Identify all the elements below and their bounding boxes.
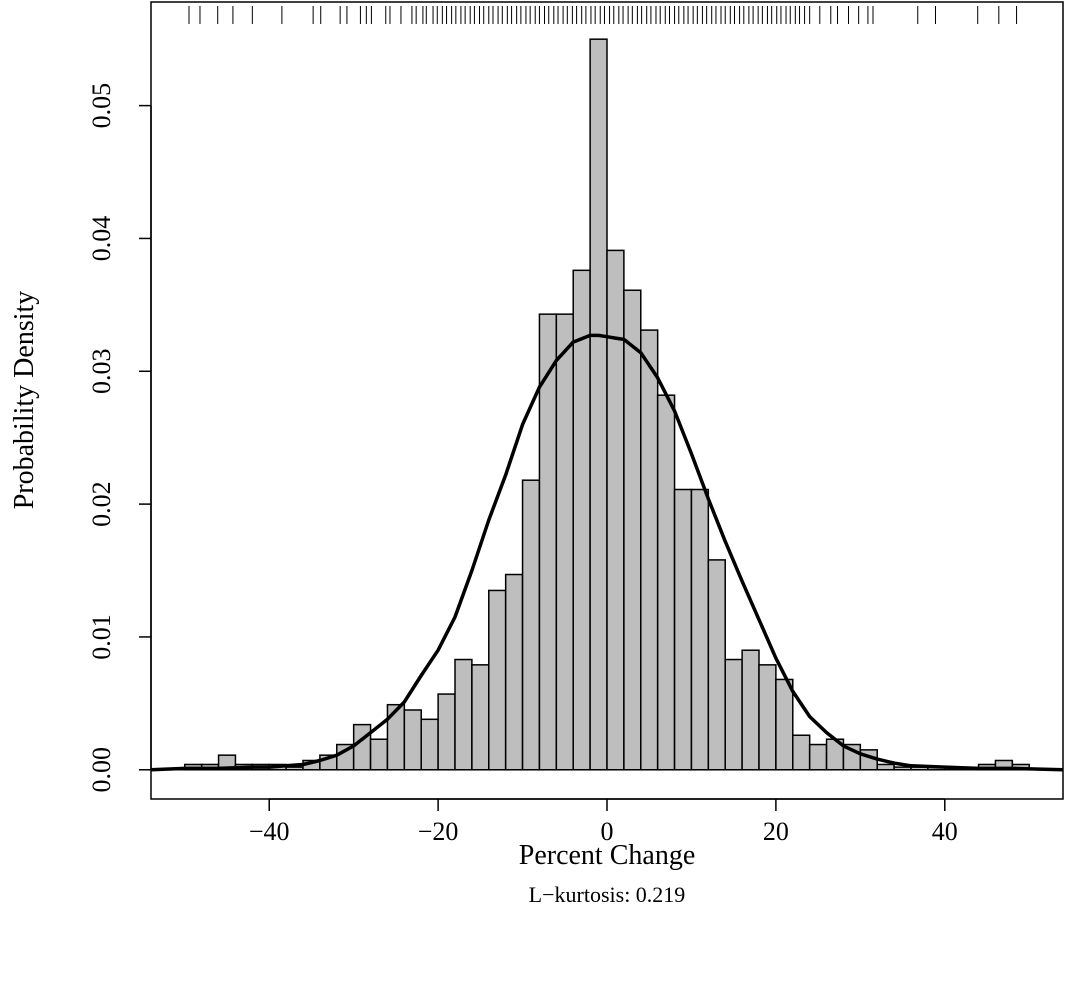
histogram-bar xyxy=(437,693,456,771)
x-tick-label: −20 xyxy=(418,817,459,846)
y-axis-title: Probability Density xyxy=(9,291,40,510)
histogram-bars xyxy=(151,38,1063,771)
histogram-bar xyxy=(555,313,574,771)
y-tick-label: 0.02 xyxy=(87,481,116,527)
histogram-bar xyxy=(454,658,473,771)
x-tick-label: 0 xyxy=(601,817,614,846)
histogram-bar xyxy=(521,479,541,771)
y-tick-label: 0.01 xyxy=(87,614,116,660)
histogram-bar xyxy=(724,658,743,771)
histogram-bar xyxy=(623,289,642,771)
x-tick-label: 40 xyxy=(932,817,958,846)
histogram-bar xyxy=(775,678,794,771)
density-curve xyxy=(150,333,1064,772)
histogram-bar xyxy=(420,718,439,771)
histogram-bar xyxy=(808,743,828,771)
y-tick-label: 0.03 xyxy=(87,349,116,395)
y-tick-label: 0.04 xyxy=(87,216,116,262)
x-tick-label: 20 xyxy=(763,817,789,846)
histogram-bar xyxy=(488,589,507,771)
histogram-bar xyxy=(673,488,693,771)
histogram-bar xyxy=(690,488,710,771)
y-axis: 0.00 0.01 0.02 0.03 0.04 0.05 xyxy=(87,83,152,793)
histogram-bar xyxy=(471,664,490,771)
histogram-bar xyxy=(792,734,811,771)
histogram-bar xyxy=(403,709,422,771)
rug-layer xyxy=(188,6,1018,24)
histogram-bar xyxy=(707,559,726,771)
histogram-bar xyxy=(589,38,608,771)
x-axis: −40 −20 0 20 40 xyxy=(249,798,958,846)
chart-subtitle: L−kurtosis: 0.219 xyxy=(529,882,686,907)
histogram-bar xyxy=(504,573,524,771)
y-tick-label: 0.00 xyxy=(87,747,116,793)
histogram-bar xyxy=(572,269,591,771)
y-tick-label: 0.05 xyxy=(87,83,116,129)
histogram-bar xyxy=(741,649,760,771)
histogram-bar xyxy=(656,394,676,771)
histogram-bar xyxy=(369,738,389,771)
x-axis-title: Percent Change xyxy=(519,840,696,871)
histogram-bar xyxy=(352,723,372,771)
histogram-bar xyxy=(606,249,625,771)
histogram-bar xyxy=(876,763,895,771)
x-tick-label: −40 xyxy=(249,817,290,846)
histogram-bar xyxy=(640,329,659,771)
histogram-bar xyxy=(758,664,777,771)
